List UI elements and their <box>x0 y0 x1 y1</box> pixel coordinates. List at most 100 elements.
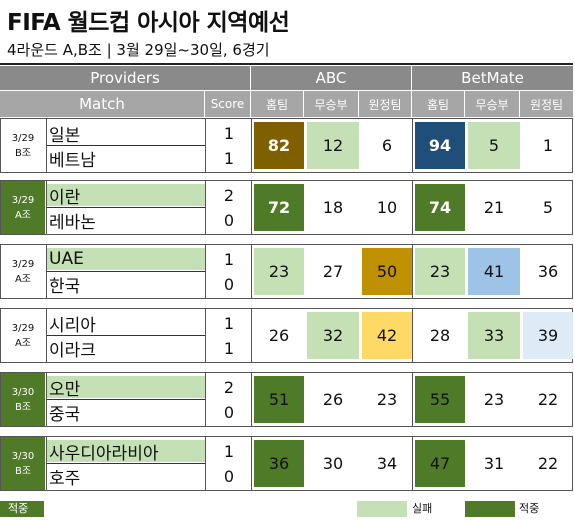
home-score: 1 <box>223 249 235 269</box>
match-group: A조 <box>14 337 32 349</box>
abc-home-prob: 51 <box>254 376 304 423</box>
column-divider <box>251 437 252 490</box>
column-divider <box>46 309 47 362</box>
team-divider <box>47 399 205 400</box>
betmate-draw-prob: 31 <box>483 454 505 473</box>
betmate-home-prob: 23 <box>415 248 465 295</box>
away-score: 0 <box>223 274 235 294</box>
abc-draw-header: 무승부 <box>304 91 358 117</box>
match-date: 3/30 <box>11 450 35 462</box>
column-divider <box>205 373 206 426</box>
legend-wrong-swatch <box>357 501 407 517</box>
page-subtitle: 4라운드 A,B조 | 3월 29일~30일, 6경기 <box>7 41 270 59</box>
column-divider <box>251 181 252 234</box>
home-score: 1 <box>223 441 235 461</box>
home-team-name: 이란 <box>47 184 205 208</box>
match-date-cell: 3/29 A조 <box>1 309 45 362</box>
betmate-home-prob: 55 <box>415 376 465 423</box>
match-group: A조 <box>14 209 32 221</box>
betmate-draw-prob: 5 <box>468 122 520 169</box>
away-team-name: 한국 <box>49 276 81 297</box>
match-group: B조 <box>14 147 32 159</box>
away-score: 0 <box>223 210 235 230</box>
column-divider <box>412 245 413 298</box>
home-score: 1 <box>223 313 235 333</box>
abc-draw-prob: 27 <box>322 262 344 281</box>
betmate-draw-header: 무승부 <box>465 91 519 117</box>
betmate-away-prob: 22 <box>537 390 559 409</box>
away-team-name: 호주 <box>49 468 81 489</box>
betmate-away-prob: 1 <box>542 136 554 155</box>
legend-correct-right-swatch <box>465 501 515 517</box>
home-team-name: 일본 <box>49 125 81 146</box>
betmate-away-prob: 39 <box>523 312 573 359</box>
match-date-cell: 3/29 A조 <box>1 181 45 234</box>
away-score: 1 <box>223 148 235 168</box>
abc-away-prob: 34 <box>376 454 398 473</box>
betmate-away-prob: 36 <box>537 262 559 281</box>
abc-draw-prob: 12 <box>307 122 359 169</box>
betmate-home-header: 홈팀 <box>412 91 464 117</box>
home-team-name: 사우디아라비아 <box>47 440 205 464</box>
match-header-label: Match <box>79 95 125 113</box>
abc-away-prob: 42 <box>362 312 412 359</box>
betmate-draw-prob: 21 <box>483 198 505 217</box>
column-divider <box>46 437 47 490</box>
abc-draw-prob: 32 <box>307 312 359 359</box>
away-team-name: 레바논 <box>49 212 96 233</box>
column-divider <box>205 181 206 234</box>
home-team-name: 오만 <box>47 376 205 400</box>
abc-home-prob: 36 <box>254 440 304 487</box>
betmate-home-prob: 94 <box>415 122 465 169</box>
betmate-home-prob: 47 <box>415 440 465 487</box>
column-divider <box>412 119 413 172</box>
betmate-away-prob: 22 <box>537 454 559 473</box>
column-divider <box>412 373 413 426</box>
abc-away-header: 원정팀 <box>359 91 411 117</box>
abc-draw-prob: 30 <box>322 454 344 473</box>
providers-header: Providers <box>0 66 250 90</box>
match-row: 3/30 B조 사우디아라비아 호주 1 0 36 30 34 47 31 22 <box>0 436 573 491</box>
column-divider <box>412 437 413 490</box>
column-divider <box>205 245 206 298</box>
page-title: FIFA 월드컵 아시아 지역예선 <box>7 10 290 36</box>
column-divider <box>251 245 252 298</box>
match-group: A조 <box>14 273 32 285</box>
team-divider <box>47 463 205 464</box>
abc-draw-prob: 18 <box>322 198 344 217</box>
match-date-cell: 3/29 B조 <box>1 119 45 172</box>
match-date: 3/29 <box>11 322 35 334</box>
abc-away-prob: 23 <box>376 390 398 409</box>
column-divider <box>46 373 47 426</box>
match-date-cell: 3/30 B조 <box>1 373 45 426</box>
match-date-cell: 3/30 B조 <box>1 437 45 490</box>
abc-away-prob: 50 <box>362 248 412 295</box>
home-score: 2 <box>223 185 235 205</box>
match-row: 3/29 A조 UAE 한국 1 0 23 27 50 23 41 36 <box>0 244 573 299</box>
home-team-name: 시리아 <box>49 315 96 336</box>
betmate-away-header: 원정팀 <box>520 91 573 117</box>
match-row: 3/30 B조 오만 중국 2 0 51 26 23 55 23 22 <box>0 372 573 427</box>
match-date: 3/29 <box>11 258 35 270</box>
betmate-home-prob: 74 <box>415 184 465 231</box>
column-divider <box>251 373 252 426</box>
match-date: 3/29 <box>11 194 35 206</box>
column-divider <box>205 309 206 362</box>
team-divider <box>47 207 205 208</box>
match-row: 3/29 A조 시리아 이라크 1 1 26 32 42 28 33 39 <box>0 308 573 363</box>
column-divider <box>46 119 47 172</box>
match-date-cell: 3/29 A조 <box>1 245 45 298</box>
column-divider <box>46 245 47 298</box>
away-score: 1 <box>223 338 235 358</box>
match-row: 3/29 B조 일본 베트남 1 1 82 12 6 94 5 1 <box>0 118 573 173</box>
abc-away-prob: 10 <box>376 198 398 217</box>
legend-correct-right-label: 적중 <box>519 502 540 515</box>
abc-home-header: 홈팀 <box>251 91 303 117</box>
legend-correct-left-swatch <box>0 501 44 517</box>
score-header: Score <box>205 91 250 117</box>
abc-home-prob: 82 <box>254 122 304 169</box>
abc-draw-prob: 26 <box>322 390 344 409</box>
abc-away-prob: 6 <box>381 136 393 155</box>
team-divider <box>47 335 205 336</box>
column-divider <box>205 437 206 490</box>
